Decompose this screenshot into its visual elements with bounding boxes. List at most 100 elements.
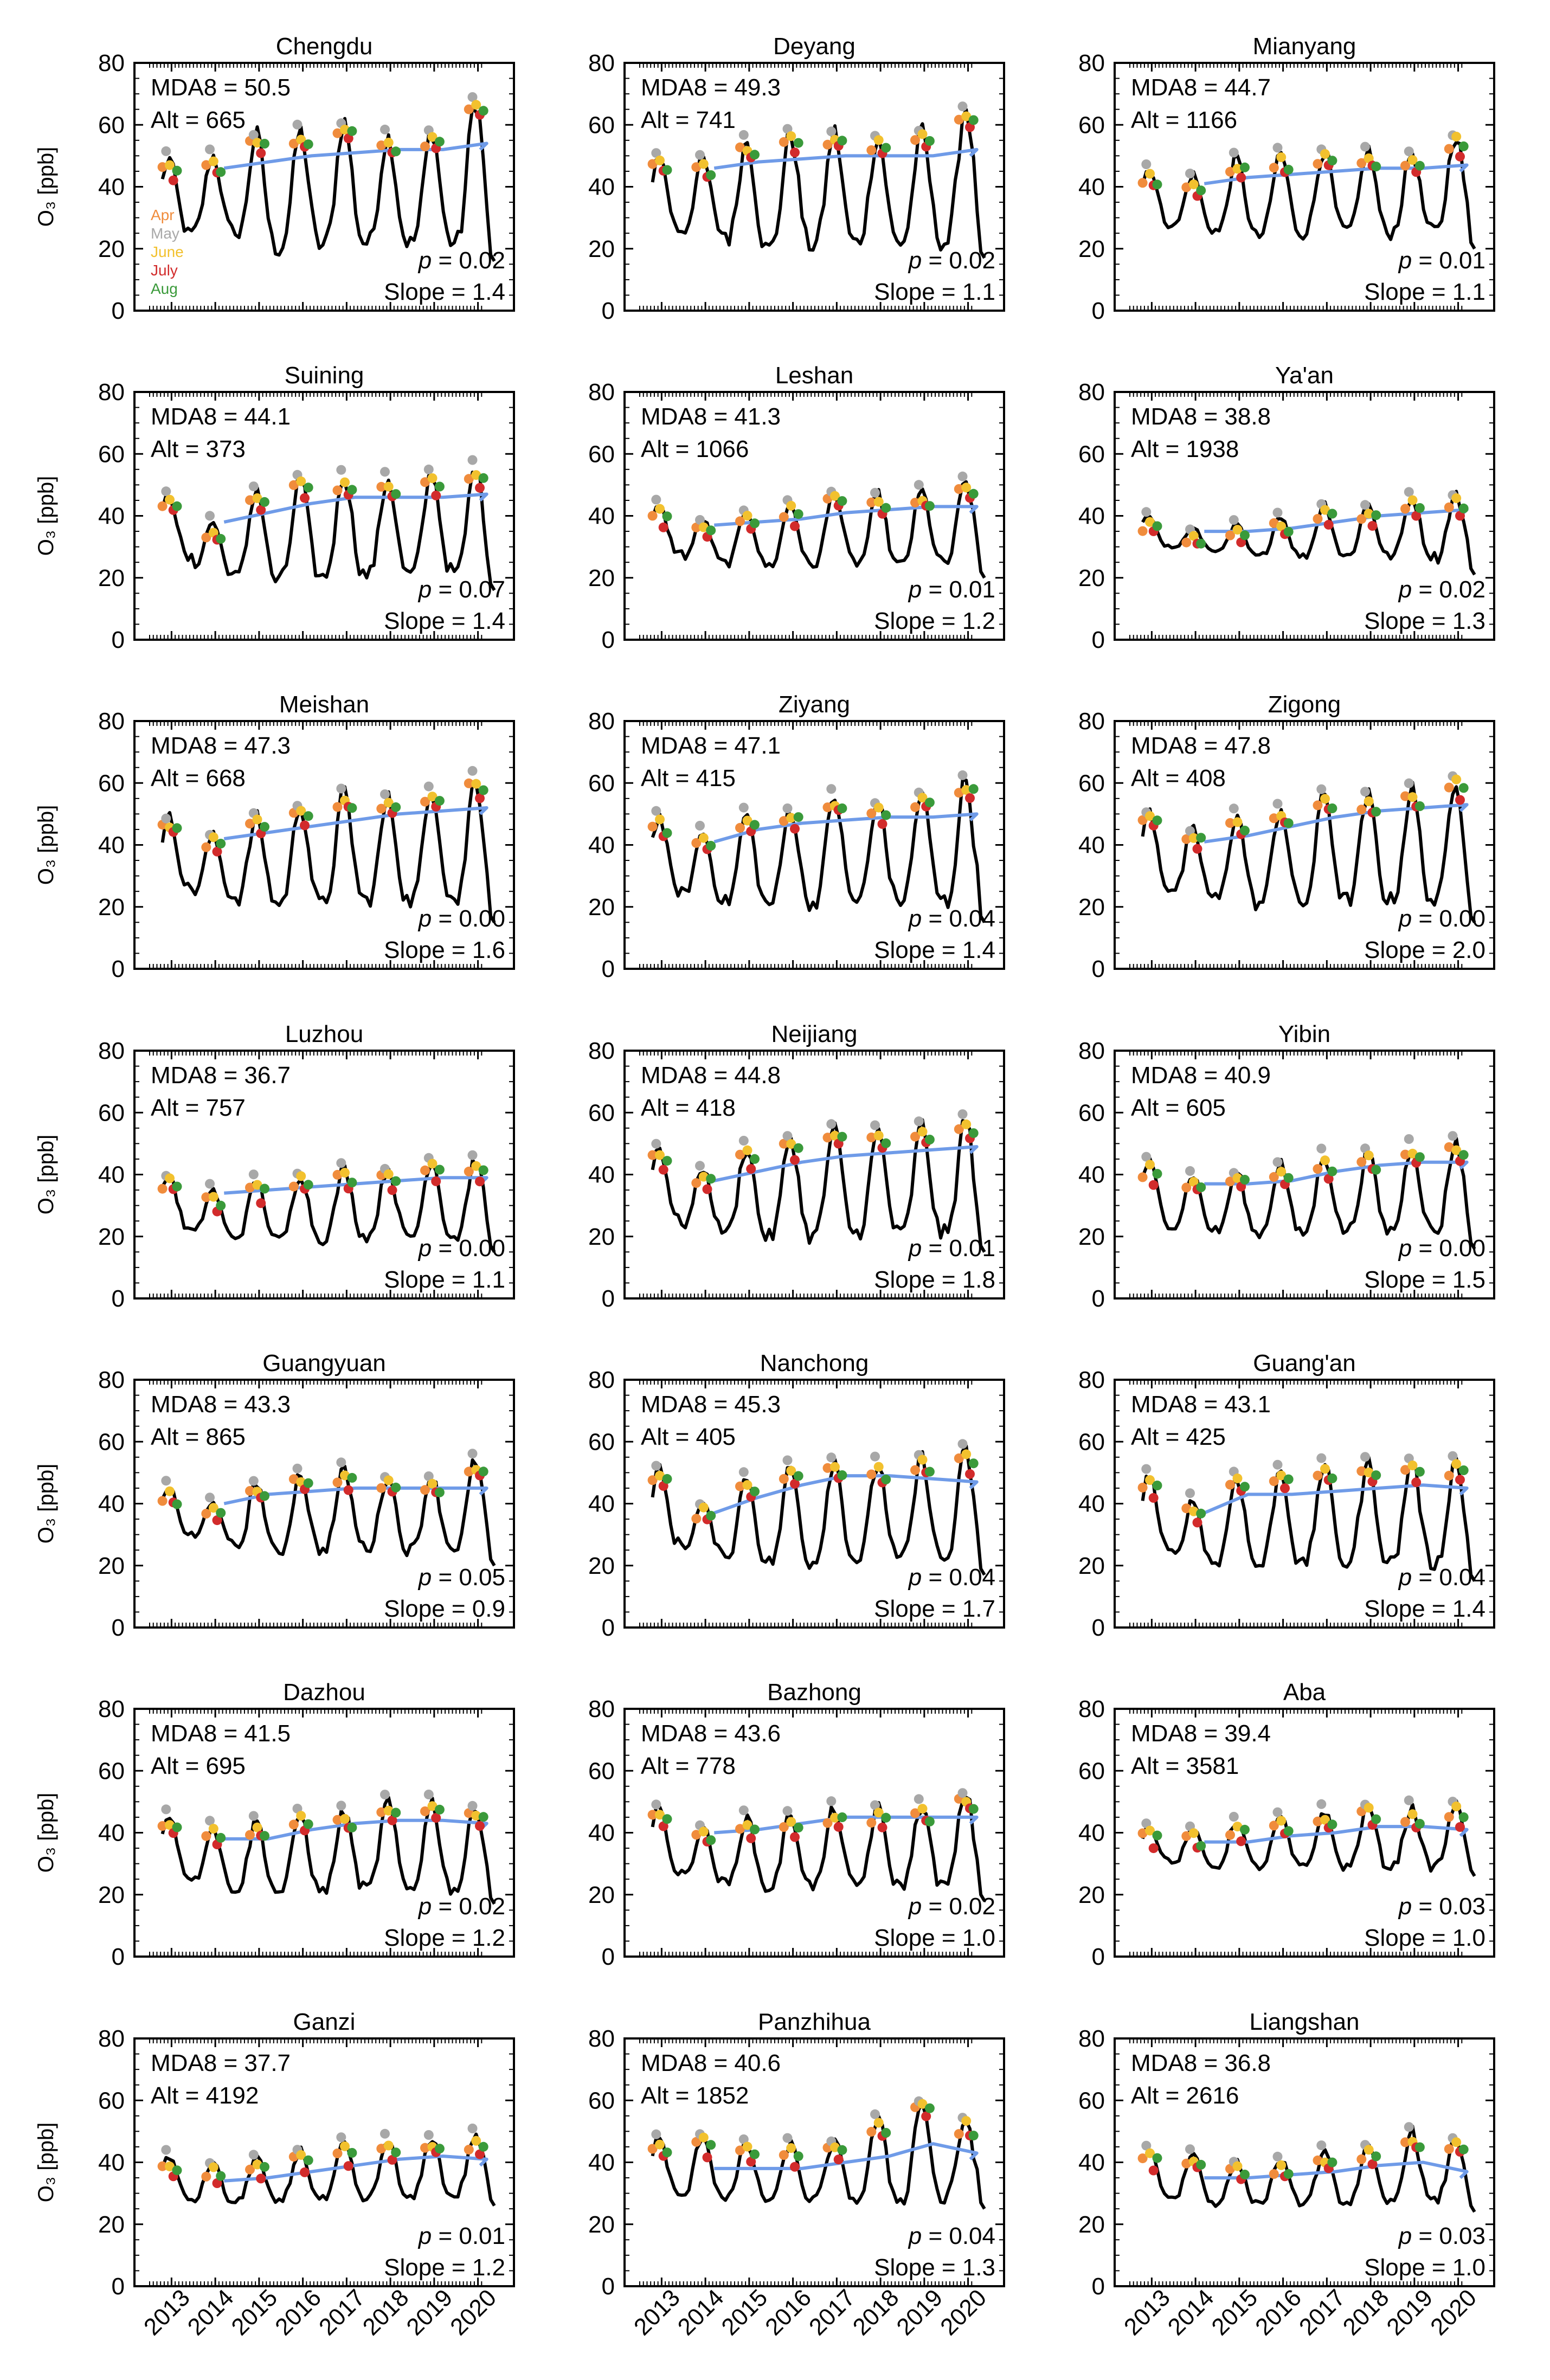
month-point-apr [1444,502,1454,512]
month-point-may [248,1169,259,1180]
month-point-aug [881,810,891,820]
y-tick-label: 80 [588,708,615,735]
month-point-apr [866,145,877,155]
month-point-may [914,480,924,490]
month-point-aug [750,1154,760,1164]
month-point-apr [245,1830,255,1840]
month-point-june [1188,1176,1199,1187]
month-point-may [695,1161,705,1171]
month-point-june [208,1824,218,1834]
month-point-apr [332,1169,343,1180]
panel-frame [1114,1379,1495,1629]
y-tick-label: 40 [1078,1491,1105,1517]
month-point-may [1141,1464,1152,1474]
month-point-aug [837,803,847,813]
month-point-june [296,806,306,816]
month-point-may [826,1796,837,1806]
month-point-june [340,477,350,487]
month-point-may [738,1467,749,1477]
month-point-aug [260,1491,269,1501]
o3-monthly-series [1141,781,1476,923]
month-point-may [1272,1459,1283,1470]
month-point-may [380,124,390,134]
month-point-june [1145,1825,1155,1836]
month-point-june [383,138,394,147]
month-point-apr [1269,1172,1279,1182]
month-point-june [1188,833,1199,843]
month-point-aug [260,822,269,832]
y-tick-label: 0 [602,1614,615,1641]
month-point-apr [647,511,658,521]
p-value: = 0.07 [432,576,505,603]
month-point-apr [1313,1164,1323,1174]
month-point-june [917,1127,928,1137]
month-point-may [423,1790,434,1799]
month-point-apr [1313,1816,1323,1826]
month-point-june [1232,817,1243,827]
month-point-july [1192,844,1202,854]
month-point-july [1455,795,1465,805]
slope-label: Slope = 1.4 [384,608,505,634]
trend-line [223,492,488,524]
panel-ziyang: Ziyang 0 20 40 60 80 MDA8 = 47.1 Alt = 415 p = 0… [588,691,1005,982]
p-symbol: p [417,576,432,603]
month-point-may [651,806,661,816]
month-point-aug [478,106,488,116]
month-point-aug [260,139,269,149]
o3-monthly-series [651,1796,986,1902]
p-symbol: p [908,1235,922,1262]
p-value: = 0.00 [1412,905,1485,932]
p-symbol: p [1398,1235,1412,1262]
month-point-june [830,1462,840,1472]
y-tick-label: 0 [112,1614,125,1641]
panel-deyang: Deyang 0 20 40 60 80 MDA8 = 49.3 Alt = 741 p = 0… [588,33,1005,324]
panel-zigong: Zigong 0 20 40 60 80 MDA8 = 47.8 Alt = 408 p = 0… [1078,691,1495,982]
month-point-aug [434,137,445,147]
month-point-aug [1327,1166,1337,1176]
y-tick-label: 20 [98,1882,125,1908]
month-point-apr [1356,158,1367,168]
panel-title: Ganzi [293,2009,356,2035]
month-point-aug [391,802,401,812]
y-tick-label: 20 [1078,565,1105,591]
month-point-apr [201,1831,211,1841]
month-point-aug [303,1819,313,1829]
month-point-aug [1414,503,1425,513]
month-point-july [256,1198,266,1208]
y-tick-label: 20 [1078,1224,1105,1250]
mda8-label: MDA8 = 41.5 [151,1720,291,1747]
month-point-apr [1181,834,1192,844]
month-point-may [957,101,968,112]
p-value: = 0.02 [922,247,995,274]
y-tick-label: 40 [588,174,615,201]
month-point-aug [478,473,488,483]
month-point-apr [910,1465,920,1475]
p-value: = 0.04 [1412,1564,1485,1591]
month-point-aug [478,785,488,795]
month-point-june [252,1180,262,1190]
month-point-july [1148,1493,1159,1503]
mda8-label: MDA8 = 44.7 [1131,74,1271,101]
y-tick-label: 0 [1092,1614,1105,1641]
month-point-may [1272,799,1283,809]
slope-label: Slope = 1.4 [384,279,505,305]
slope-label: Slope = 1.2 [874,608,995,634]
p-symbol: p [417,1893,432,1920]
month-point-aug [216,1508,226,1518]
month-point-apr [1225,818,1235,828]
y-tick-label: 0 [1092,956,1105,982]
month-point-may [1272,1157,1283,1167]
month-point-apr [910,1131,920,1142]
alt-label: Alt = 425 [1131,1424,1226,1450]
month-point-june [1364,1150,1374,1161]
month-point-aug [1458,1465,1469,1475]
month-point-apr [1225,166,1235,177]
month-point-may [380,467,390,477]
month-point-july [431,1176,441,1186]
month-point-aug [706,170,716,180]
month-point-june [1407,155,1418,165]
o3-monthly-series [651,1444,986,1576]
month-point-aug [1283,164,1294,175]
o3-monthly-series [1141,1799,1476,1877]
month-point-july [965,793,975,803]
